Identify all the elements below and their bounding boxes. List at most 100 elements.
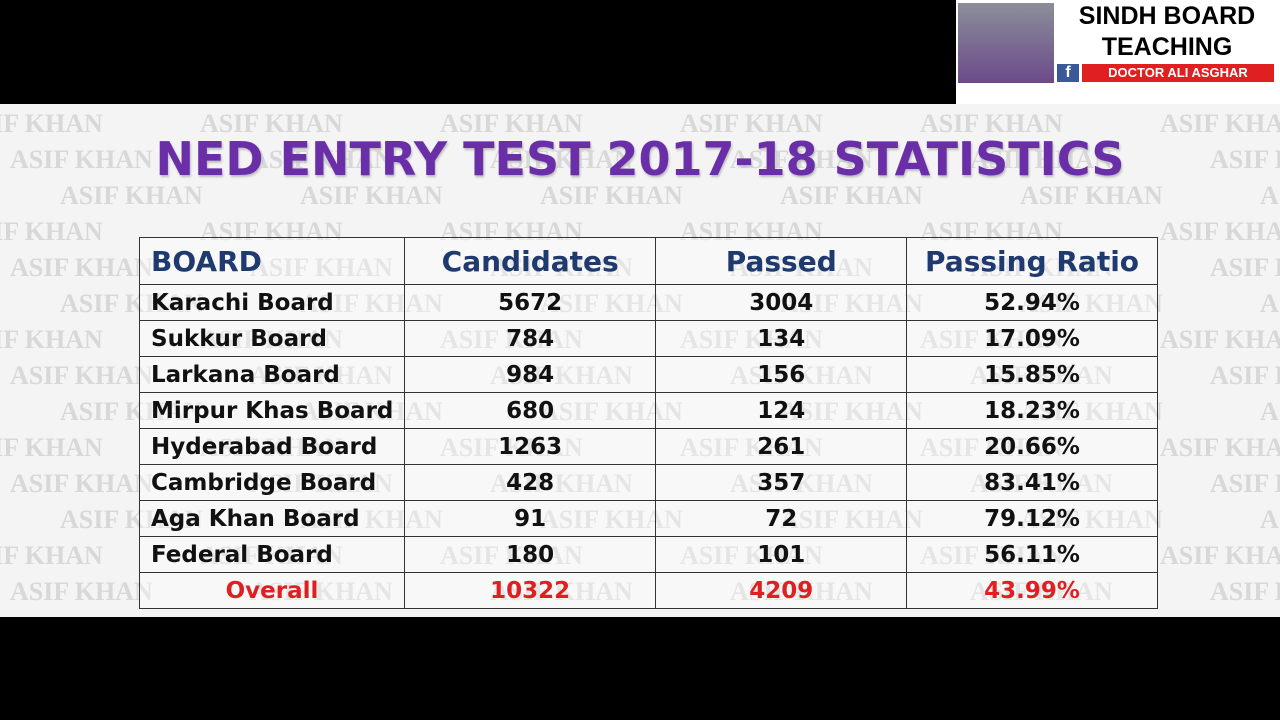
table-cell: 79.12%	[906, 500, 1158, 537]
table-cell: 428	[403, 464, 657, 501]
table-cell: 15.85%	[906, 356, 1158, 393]
table-cell: Hyderabad Board	[139, 428, 405, 465]
branding: SINDH BOARD TEACHING f DOCTOR ALI ASGHAR	[956, 0, 1280, 104]
table-row: Sukkur Board 784 134 17.09%	[139, 320, 1158, 357]
watermark: ASIF KHAN	[1160, 217, 1280, 246]
title: NED ENTRY TEST 2017-18 STATISTICS	[155, 132, 1125, 186]
table-cell: 261	[655, 428, 908, 465]
watermark: ASIF KHAN	[60, 181, 203, 210]
table-cell: 10322	[403, 572, 657, 609]
table-cell: 3004	[655, 284, 908, 321]
watermark: ASIF KHAN	[920, 109, 1063, 138]
watermark: ASIF KHAN	[440, 109, 583, 138]
table-row: Mirpur Khas Board 680 124 18.23%	[139, 392, 1158, 429]
table-cell: Karachi Board	[139, 284, 405, 321]
table-cell: Sukkur Board	[139, 320, 405, 357]
watermark: ASIF KHAN	[1210, 469, 1280, 498]
watermark: ASIF KHAN	[1210, 253, 1280, 282]
table-cell: 91	[403, 500, 657, 537]
watermark: ASIF KHAN	[540, 181, 683, 210]
table-cell: Passed	[655, 237, 908, 285]
watermark: ASIF KHAN	[1160, 109, 1280, 138]
watermark: ASIF KHAN	[1260, 505, 1280, 534]
table-cell: 984	[403, 356, 657, 393]
watermark: ASIF KHAN	[1160, 433, 1280, 462]
table-cell: 134	[655, 320, 908, 357]
table-row: Overall 10322 4209 43.99%	[139, 572, 1158, 609]
table-row: BOARD Candidates Passed Passing Ratio	[139, 237, 1158, 285]
table-cell: 43.99%	[906, 572, 1158, 609]
presenter-photo	[958, 3, 1054, 83]
table-cell: Overall	[139, 572, 405, 609]
table-row: Karachi Board 5672 3004 52.94%	[139, 284, 1158, 321]
watermark: ASIF KHAN	[10, 253, 153, 282]
table-cell: Federal Board	[139, 536, 405, 573]
watermark: ASIF KHAN	[0, 541, 103, 570]
table-cell: Cambridge Board	[139, 464, 405, 501]
table-cell: Mirpur Khas Board	[139, 392, 405, 429]
table-cell: 1263	[403, 428, 657, 465]
watermark: ASIF KHAN	[60, 613, 203, 617]
table-cell: 680	[403, 392, 657, 429]
table-cell: 784	[403, 320, 657, 357]
watermark: ASIF KHAN	[1210, 145, 1280, 174]
watermark: ASIF KHAN	[10, 145, 153, 174]
watermark: ASIF KHAN	[490, 145, 633, 174]
watermark: ASIF KHAN	[300, 613, 443, 617]
table-cell: 357	[655, 464, 908, 501]
statistics-table: BOARD Candidates Passed Passing Ratio Karach…	[139, 237, 1158, 609]
table-cell: Passing Ratio	[906, 237, 1158, 285]
watermark: ASIF KHAN	[680, 109, 823, 138]
table-cell: 52.94%	[906, 284, 1158, 321]
author: DOCTOR ALI ASGHAR	[1082, 64, 1274, 82]
watermark: ASIF KHAN	[540, 613, 683, 617]
watermark: ASIF KHAN	[10, 577, 153, 606]
table-cell: BOARD	[139, 237, 405, 285]
table-cell: Aga Khan Board	[139, 500, 405, 537]
table-cell: 18.23%	[906, 392, 1158, 429]
watermark: ASIF KHAN	[970, 145, 1113, 174]
table-cell: 72	[655, 500, 908, 537]
watermark: ASIF KHAN	[1020, 181, 1163, 210]
brand-line: TEACHING	[1101, 33, 1233, 61]
table-row: Larkana Board 984 156 15.85%	[139, 356, 1158, 393]
watermark: ASIF KHAN	[1160, 325, 1280, 354]
watermark: ASIF KHAN	[780, 181, 923, 210]
watermark: ASIF KHAN	[1260, 289, 1280, 318]
table-cell: Larkana Board	[139, 356, 405, 393]
watermark: ASIF KHAN	[0, 217, 103, 246]
watermark: ASIF KHAN	[300, 181, 443, 210]
table-row: Federal Board 180 101 56.11%	[139, 536, 1158, 573]
watermark: ASIF KHAN	[730, 145, 873, 174]
table-cell: 124	[655, 392, 908, 429]
watermark: ASIF KHAN	[250, 145, 393, 174]
table-cell: 180	[403, 536, 657, 573]
slide: ASIF KHAN ASIF KHAN ASIF KHAN ASIF KHAN ASIF…	[0, 104, 1280, 617]
watermark: ASIF KHAN	[1260, 397, 1280, 426]
watermark: ASIF KHAN	[1260, 181, 1280, 210]
watermark: ASIF KHAN	[0, 325, 103, 354]
table-cell: 5672	[403, 284, 657, 321]
watermark: ASIF KHAN	[0, 109, 103, 138]
watermark: ASIF KHAN	[0, 433, 103, 462]
watermark: ASIF KHAN	[1160, 541, 1280, 570]
watermark: ASIF KHAN	[780, 613, 923, 617]
table-cell: Candidates	[403, 237, 657, 285]
table-cell: 20.66%	[906, 428, 1158, 465]
watermark: ASIF KHAN	[1020, 613, 1163, 617]
watermark: ASIF KHAN	[1260, 613, 1280, 617]
table-cell: 83.41%	[906, 464, 1158, 501]
table-row: Cambridge Board 428 357 83.41%	[139, 464, 1158, 501]
watermark: ASIF KHAN	[10, 361, 153, 390]
table-cell: 156	[655, 356, 908, 393]
watermark: ASIF KHAN	[1210, 577, 1280, 606]
facebook-icon: f	[1057, 64, 1079, 82]
table-cell: 101	[655, 536, 908, 573]
table-cell: 56.11%	[906, 536, 1158, 573]
table-cell: 17.09%	[906, 320, 1158, 357]
watermark: ASIF KHAN	[10, 469, 153, 498]
brand-line: SINDH BOARD	[1078, 2, 1256, 30]
table-row: Aga Khan Board 91 72 79.12%	[139, 500, 1158, 537]
table-cell: 4209	[655, 572, 908, 609]
